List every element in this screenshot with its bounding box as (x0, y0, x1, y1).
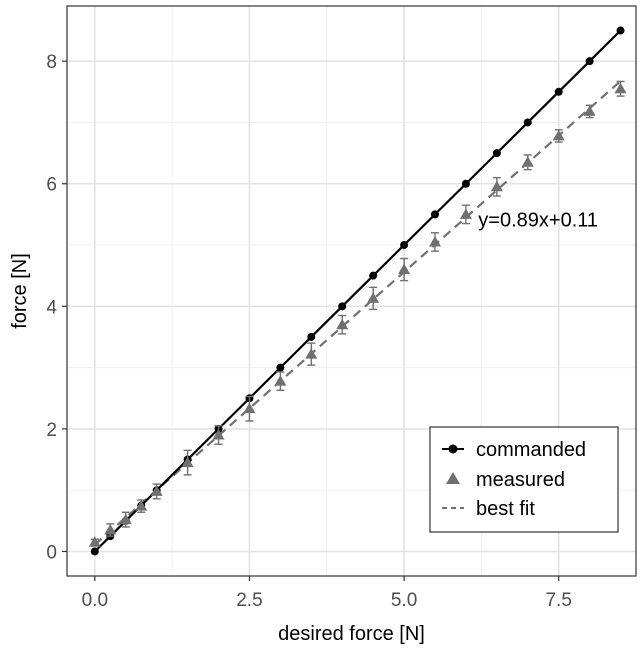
measured-point (552, 129, 565, 141)
measured-point (181, 456, 194, 468)
commanded-point (369, 271, 378, 280)
commanded-point (338, 302, 347, 311)
commanded-point (523, 118, 532, 127)
panel-border (66, 5, 637, 577)
commanded-point (616, 26, 625, 35)
measured-point (398, 263, 411, 275)
measured-point (88, 536, 101, 547)
commanded-point (400, 241, 409, 250)
legend-item-best-fit: best fit (442, 498, 535, 520)
commanded-point (461, 179, 470, 188)
measured-point (135, 500, 148, 511)
measured-point (305, 348, 318, 359)
y-tick-label: 6 (46, 175, 57, 196)
measured-point (336, 318, 349, 330)
legend-commanded-label: commanded (476, 439, 586, 461)
y-tick-label: 4 (46, 297, 57, 318)
measured-point (274, 375, 287, 386)
commanded-point (492, 149, 501, 158)
y-tick-label: 2 (46, 420, 57, 441)
measured-point (150, 485, 163, 496)
legend-measured-label: measured (476, 469, 565, 491)
measured-series (88, 80, 627, 547)
measured-point (521, 156, 534, 167)
commanded-point (276, 363, 285, 372)
x-tick-label: 2.5 (236, 590, 262, 611)
y-tick-label: 0 (46, 542, 57, 563)
legend-best-fit-label: best fit (476, 498, 535, 520)
x-tick-label: 5.0 (391, 590, 417, 611)
x-tick-label: 0.0 (82, 590, 108, 611)
commanded-point (430, 210, 439, 219)
measured-point (583, 105, 596, 116)
legend-item-measured: measured (446, 469, 565, 491)
measured-point (367, 292, 380, 303)
y-axis-title: force [N] (9, 253, 31, 329)
x-axis-title: desired force [N] (278, 623, 425, 645)
measured-point (490, 180, 503, 192)
x-axis: 0.0 2.5 5.0 7.5 (82, 576, 572, 611)
best-fit-layer (94, 80, 622, 546)
commanded-point (90, 547, 99, 556)
y-tick-label: 8 (46, 52, 57, 73)
fit-equation-annotation: y=0.89x+0.11 (478, 210, 598, 232)
legend-box (429, 426, 619, 533)
commanded-point (554, 87, 563, 96)
x-tick-label: 7.5 (545, 590, 571, 611)
measured-point (459, 208, 472, 219)
commanded-point (585, 57, 594, 66)
y-axis: 0 2 4 6 8 (46, 52, 67, 563)
measured-point (119, 513, 132, 525)
legend-commanded-marker (448, 444, 458, 454)
measured-point (212, 429, 225, 440)
legend: commanded measured best fit (429, 426, 619, 533)
legend-item-commanded: commanded (442, 439, 586, 461)
measured-point (428, 235, 441, 247)
measured-point (614, 82, 627, 94)
legend-measured-marker (446, 472, 460, 484)
commanded-point (307, 332, 316, 341)
measured-point (104, 524, 117, 535)
best-fit-line (94, 80, 622, 546)
measured-point (243, 402, 256, 414)
